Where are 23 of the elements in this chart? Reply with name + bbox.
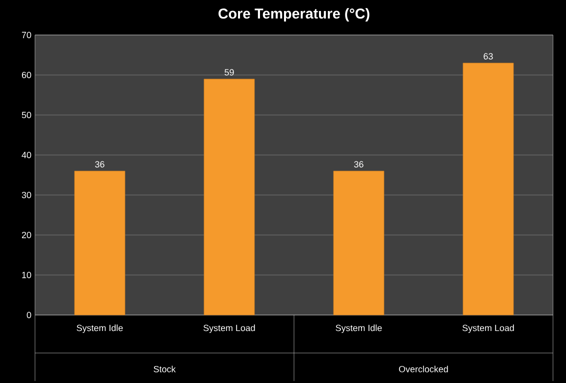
chart-title: Core Temperature (°C)	[218, 8, 370, 22]
x-tick-label: System Load	[203, 324, 255, 333]
y-tick-label: 10	[22, 272, 32, 278]
data-label: 36	[354, 161, 364, 168]
y-tick-label: 30	[22, 192, 32, 198]
bar	[462, 62, 514, 316]
bar	[333, 170, 384, 316]
x-tick-label: System Load	[462, 324, 514, 333]
data-label: 36	[95, 161, 104, 168]
x-tick-label: System Idle	[336, 324, 382, 333]
y-tick-label: 0	[26, 312, 32, 318]
y-tick-label: 20	[22, 232, 32, 238]
text: Stock	[154, 366, 176, 372]
data-label: 63	[484, 53, 493, 60]
bar	[204, 78, 255, 316]
y-tick-label: 40	[22, 152, 32, 158]
y-tick-label: 50	[22, 112, 32, 118]
data-label: 59	[224, 69, 234, 76]
text: Overclocked	[399, 366, 448, 372]
y-tick-label: 60	[22, 72, 32, 78]
y-tick-label: 70	[22, 32, 32, 38]
bar	[74, 170, 126, 316]
x-tick-label: System Idle	[76, 324, 123, 333]
